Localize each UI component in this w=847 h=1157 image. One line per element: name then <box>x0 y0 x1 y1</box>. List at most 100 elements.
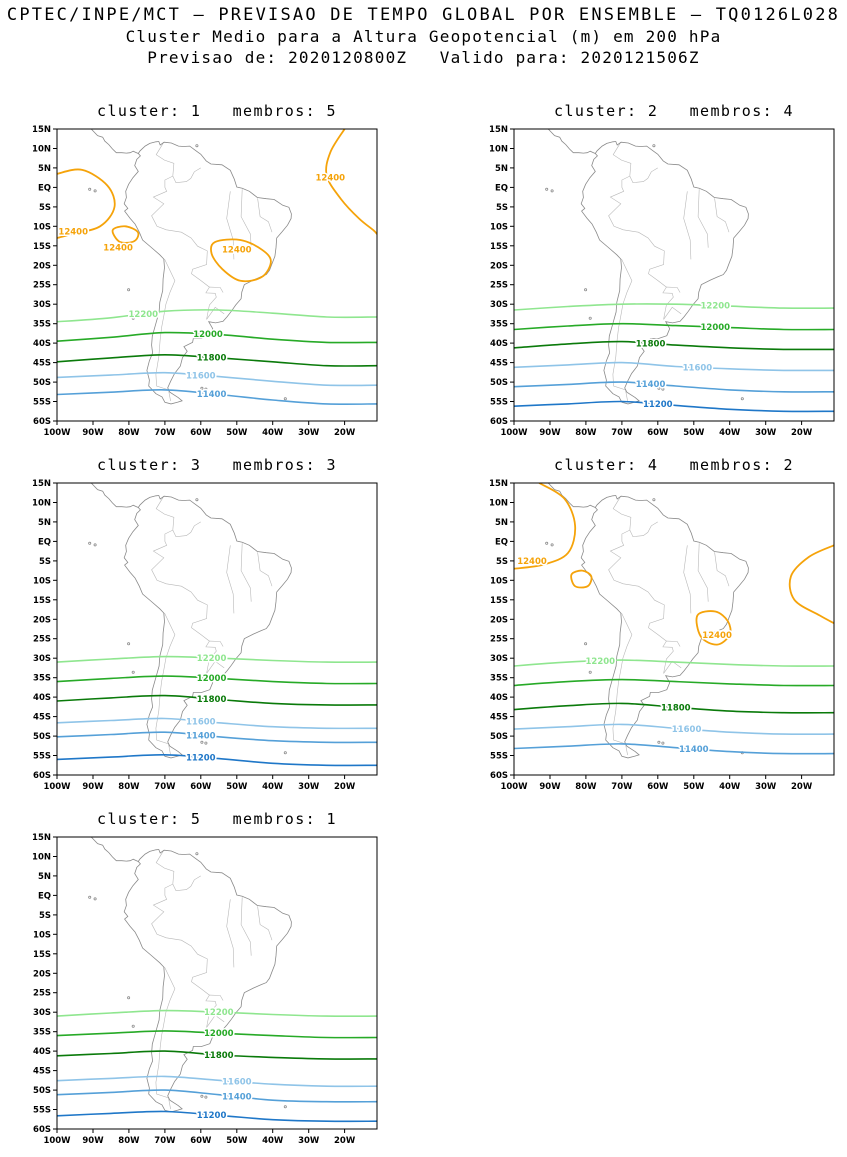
island-speck <box>588 670 592 674</box>
lon-tick-label: 50W <box>226 1136 248 1146</box>
contour-label-12200: 12200 <box>701 302 731 312</box>
country-border <box>155 612 176 756</box>
lon-tick-label: 50W <box>226 428 248 438</box>
contour-11800 <box>514 340 834 351</box>
lon-tick-label: 70W <box>154 782 176 792</box>
country-border <box>697 543 709 602</box>
lon-tick-label: 90W <box>539 428 561 438</box>
contour-cell-12400 <box>210 238 272 283</box>
country-border <box>714 198 730 233</box>
country-border <box>209 286 224 293</box>
contour-label-12000: 12000 <box>193 330 223 340</box>
contour-11800 <box>57 353 377 367</box>
map-layers: 12200 12000 11800 11600 11400 11200 <box>57 837 377 1122</box>
lat-tick-label: 15S <box>490 596 508 606</box>
lon-tick-label: 40W <box>719 782 741 792</box>
panel-cluster-1: cluster: 1 membros: 5 12200 12000 11800 1160… <box>21 101 385 443</box>
island-speck <box>584 642 588 646</box>
lat-tick-label: 40S <box>490 693 508 703</box>
lat-tick-label: 5S <box>496 203 508 213</box>
island-speck <box>283 751 287 755</box>
lon-tick-label: 70W <box>611 428 633 438</box>
contour-11400 <box>514 381 834 393</box>
lat-tick-label: 20S <box>33 969 51 979</box>
contour-11600 <box>514 723 834 736</box>
country-border <box>666 286 681 293</box>
lat-tick-label: 30S <box>490 300 508 310</box>
map-panel-1: 12200 12000 11800 11600 11400 12400 12400 12400… <box>32 125 378 438</box>
country-border <box>226 191 235 260</box>
lon-tick-label: 30W <box>755 428 777 438</box>
island-speck <box>93 897 97 901</box>
lat-tick-label: 35S <box>490 320 508 330</box>
contour-label-11800: 11800 <box>636 339 666 349</box>
island-speck <box>740 397 744 401</box>
lon-tick-label: 60W <box>190 1136 212 1146</box>
lon-tick-label: 60W <box>190 428 212 438</box>
contour-cell-12400 <box>57 168 116 239</box>
lat-tick-label: 35S <box>33 320 51 330</box>
lat-tick-label: 5S <box>496 557 508 567</box>
lon-tick-label: 60W <box>647 428 669 438</box>
lat-tick-label: 10N <box>32 145 51 155</box>
country-border <box>151 142 217 320</box>
lat-tick-label: EQ <box>38 183 51 193</box>
country-border <box>612 258 633 402</box>
island-speck <box>93 189 97 193</box>
island-speck <box>545 541 549 545</box>
country-border <box>151 850 217 1028</box>
country-border <box>172 167 201 184</box>
contour-12200 <box>57 309 377 323</box>
island-speck <box>88 895 92 899</box>
lat-tick-label: 20S <box>490 615 508 625</box>
lat-tick-label: 10N <box>489 499 508 509</box>
country-border <box>206 306 225 320</box>
island-speck <box>200 1094 204 1098</box>
lat-tick-label: EQ <box>38 891 51 901</box>
contour-label-11400: 11400 <box>186 731 216 741</box>
country-border <box>206 1014 225 1028</box>
island-speck <box>204 1095 208 1099</box>
lat-tick-label: 60S <box>33 771 51 781</box>
contour-label-11200: 11200 <box>186 753 216 763</box>
lat-tick-label: 60S <box>490 771 508 781</box>
lat-tick-label: 15N <box>32 479 51 489</box>
contour-label-11200: 11200 <box>643 400 673 410</box>
country-border <box>226 899 235 968</box>
lat-tick-label: 10S <box>490 576 508 586</box>
contour-12000 <box>57 1030 377 1039</box>
lat-tick-label: 25S <box>33 989 51 999</box>
contour-label-11600: 11600 <box>186 371 216 381</box>
lat-tick-label: 20S <box>33 261 51 271</box>
lat-tick-label: 60S <box>490 417 508 427</box>
lat-tick-label: 25S <box>33 635 51 645</box>
header-line3: Previsao de: 2020120800Z Valido para: 20… <box>147 48 700 67</box>
lat-tick-label: 5N <box>38 872 51 882</box>
lat-tick-label: 10S <box>33 222 51 232</box>
lat-tick-label: 15S <box>33 596 51 606</box>
lat-tick-label: 55S <box>33 752 51 762</box>
lat-tick-label: 10S <box>33 930 51 940</box>
lon-tick-label: 20W <box>791 428 813 438</box>
lat-tick-label: 15N <box>489 125 508 135</box>
map-frame <box>513 128 835 422</box>
lat-tick-label: 25S <box>490 635 508 645</box>
panel-title-cluster-2: cluster: 2 membros: 4 <box>554 102 794 120</box>
contour-label-11600: 11600 <box>186 717 216 727</box>
lon-tick-label: 90W <box>539 782 561 792</box>
lon-tick-label: 90W <box>82 1136 104 1146</box>
contour-11800 <box>514 702 834 714</box>
contour-label-11400: 11400 <box>679 745 709 755</box>
panel-cluster-3: cluster: 3 membros: 3 12200 12000 11800 1160… <box>21 455 385 797</box>
lat-tick-label: 5N <box>38 164 51 174</box>
coastline-central-america <box>90 837 139 862</box>
lon-tick-label: 100W <box>43 1136 71 1146</box>
island-speck <box>127 642 131 646</box>
lat-tick-label: 15N <box>32 125 51 135</box>
lon-tick-label: 40W <box>262 782 284 792</box>
contour-cell-12400 <box>514 483 577 570</box>
contour-12200 <box>514 303 834 311</box>
lat-tick-label: 55S <box>490 752 508 762</box>
country-border <box>240 543 252 602</box>
